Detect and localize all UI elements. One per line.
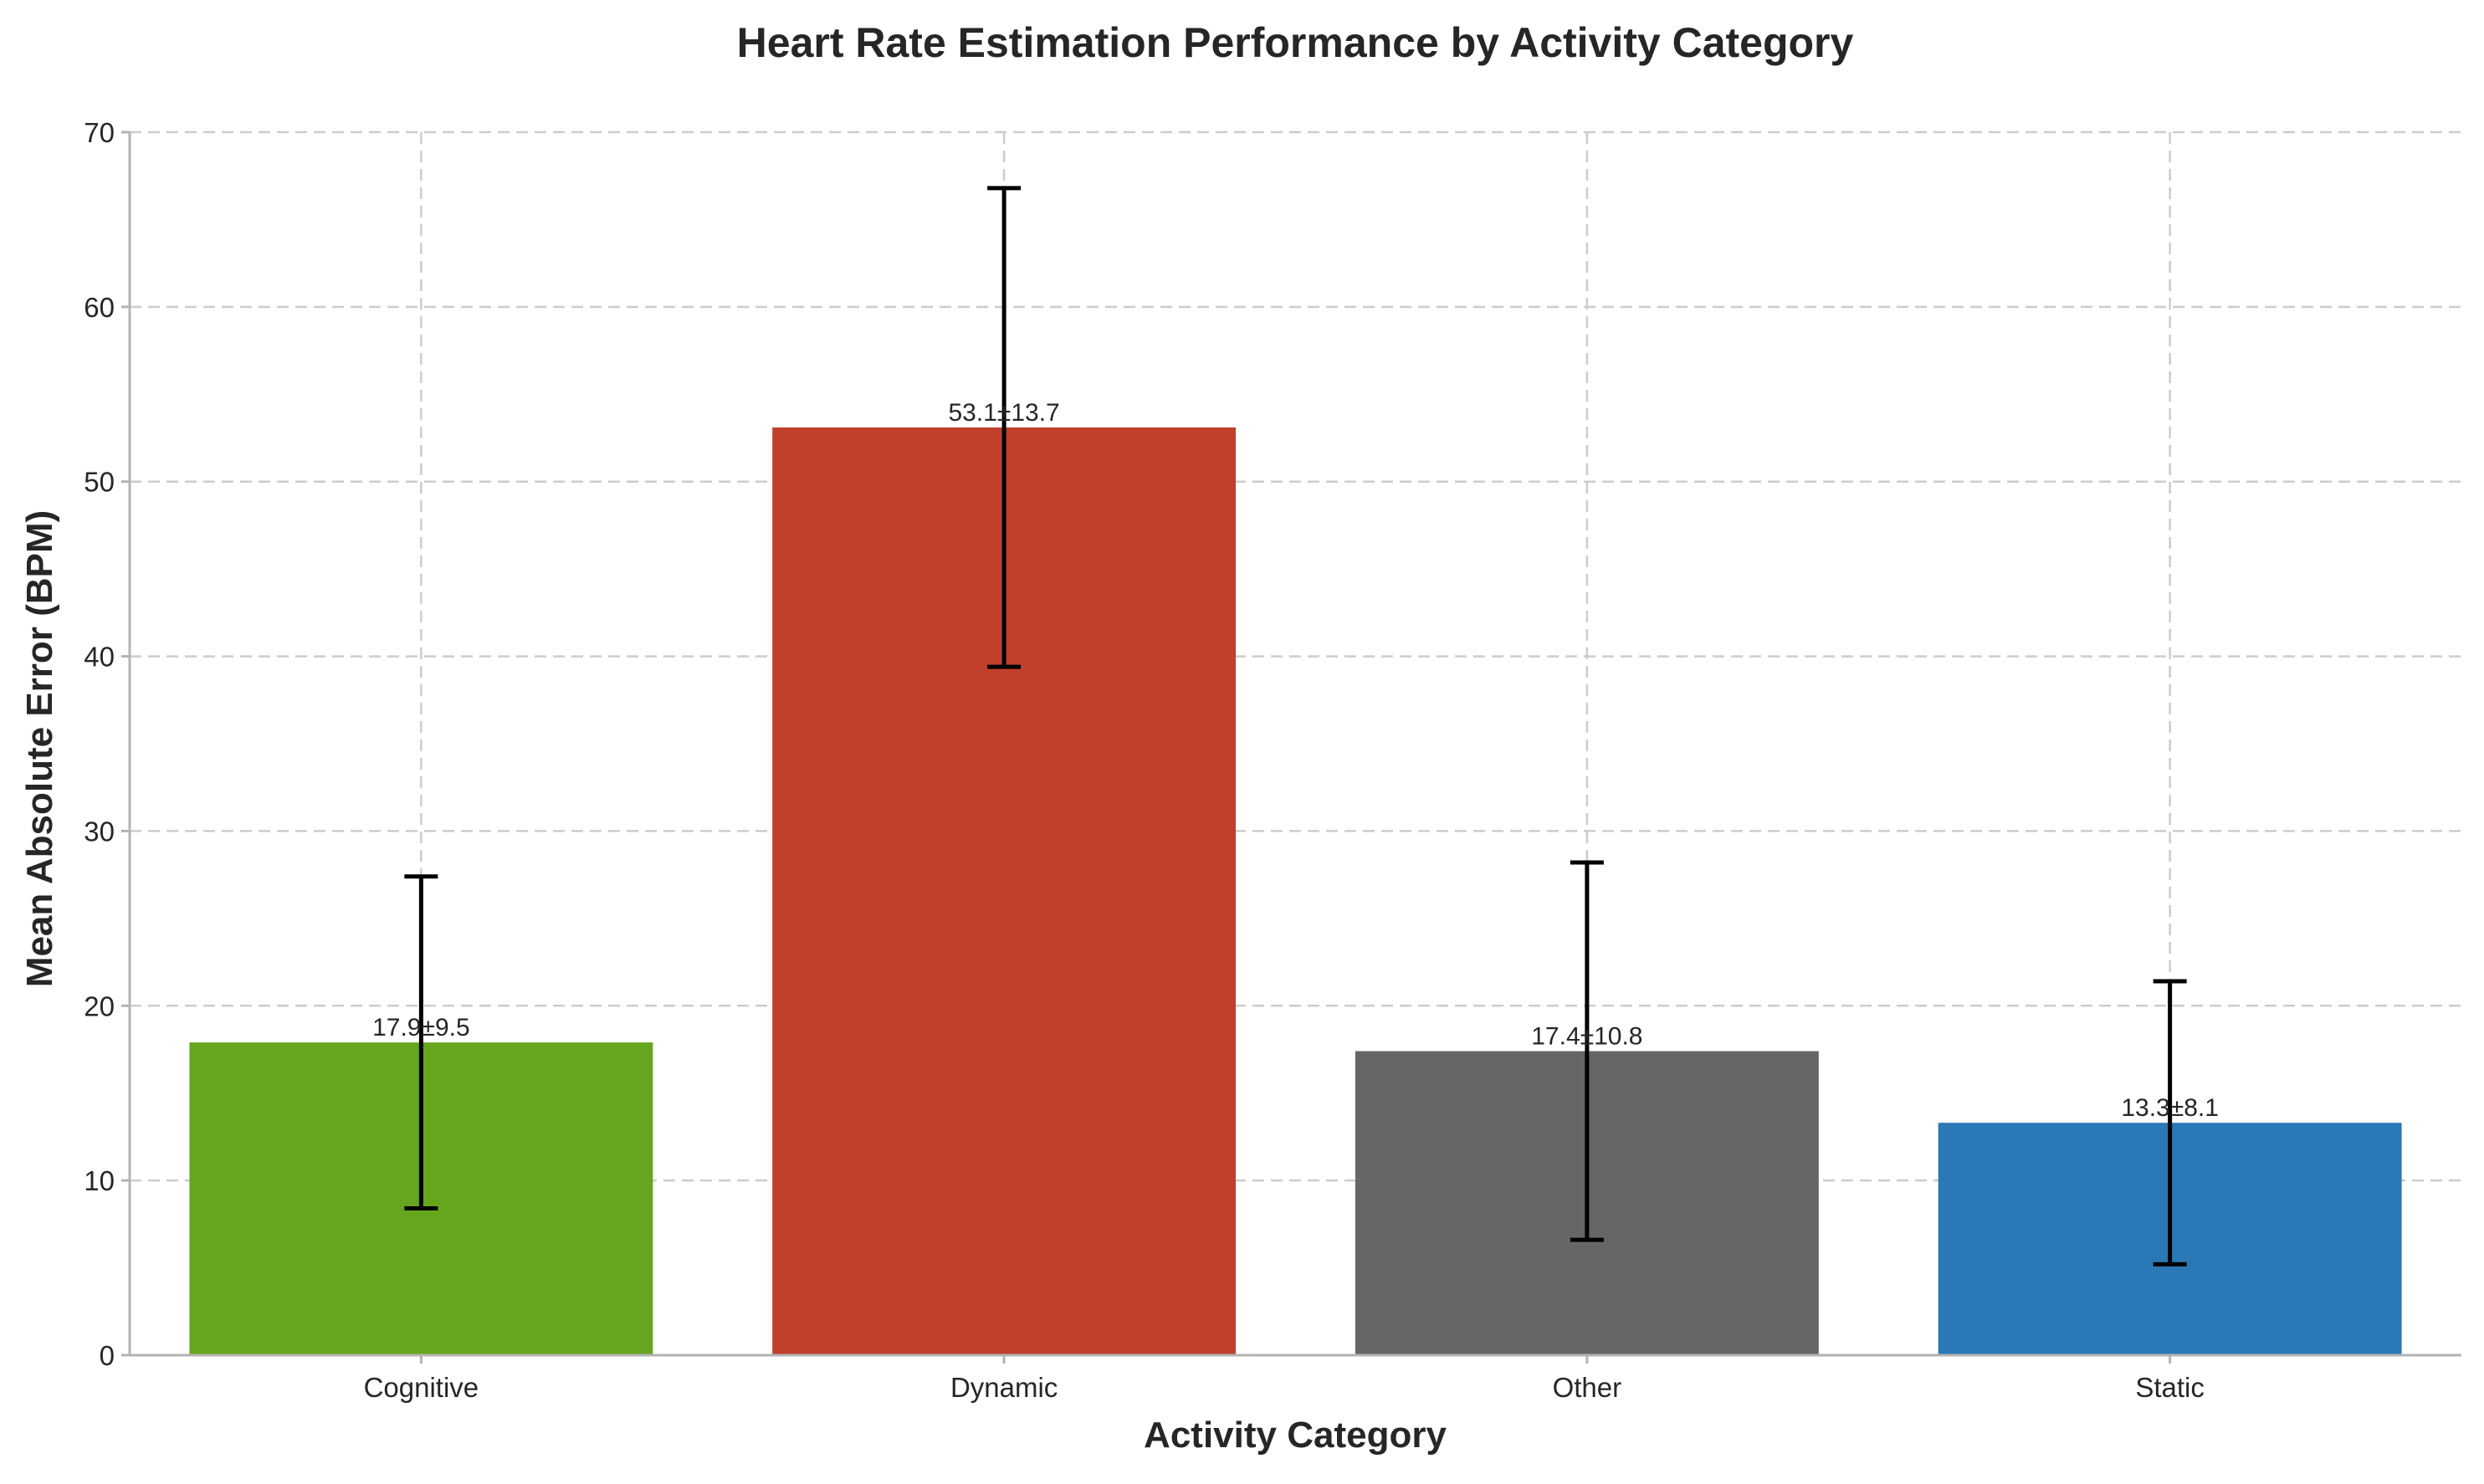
bar-value-label: 17.9±9.5	[372, 1014, 470, 1041]
error-bar-static	[2153, 979, 2187, 1267]
x-tick-label: Cognitive	[364, 1372, 479, 1403]
y-tick-label: 50	[84, 467, 115, 498]
bars	[189, 427, 2402, 1356]
bar-value-label: 17.4±10.8	[1531, 1023, 1642, 1051]
y-tick-label: 40	[84, 642, 115, 673]
error-bar-cognitive	[404, 874, 438, 1211]
y-tick-label: 10	[84, 1165, 115, 1196]
error-bar-other	[1570, 860, 1604, 1242]
y-tick-label: 70	[84, 117, 115, 148]
x-tick-label: Dynamic	[950, 1372, 1058, 1403]
bar-value-labels: 17.9±9.5 53.1±13.7 17.4±10.8 13.3±8.1	[372, 399, 2219, 1122]
x-axis-label: Activity Category	[1144, 1415, 1447, 1456]
y-axis-label: Mean Absolute Error (BPM)	[19, 510, 60, 987]
bar-value-label: 53.1±13.7	[949, 399, 1060, 427]
x-tick-label: Static	[2135, 1372, 2205, 1403]
chart-title: Heart Rate Estimation Performance by Act…	[737, 19, 1854, 66]
y-tick-label: 0	[100, 1340, 115, 1371]
y-tick-label: 30	[84, 816, 115, 847]
bar-value-label: 13.3±8.1	[2121, 1094, 2219, 1122]
axes: 0 10 20 30 40 50 60 70 Cognitive Dynamic Other Stat…	[84, 117, 2461, 1403]
error-bars	[404, 186, 2187, 1267]
error-bar-dynamic	[987, 186, 1022, 669]
y-tick-label: 20	[84, 990, 115, 1021]
x-tick-label: Other	[1553, 1372, 1622, 1403]
y-tick-label: 60	[84, 292, 115, 323]
